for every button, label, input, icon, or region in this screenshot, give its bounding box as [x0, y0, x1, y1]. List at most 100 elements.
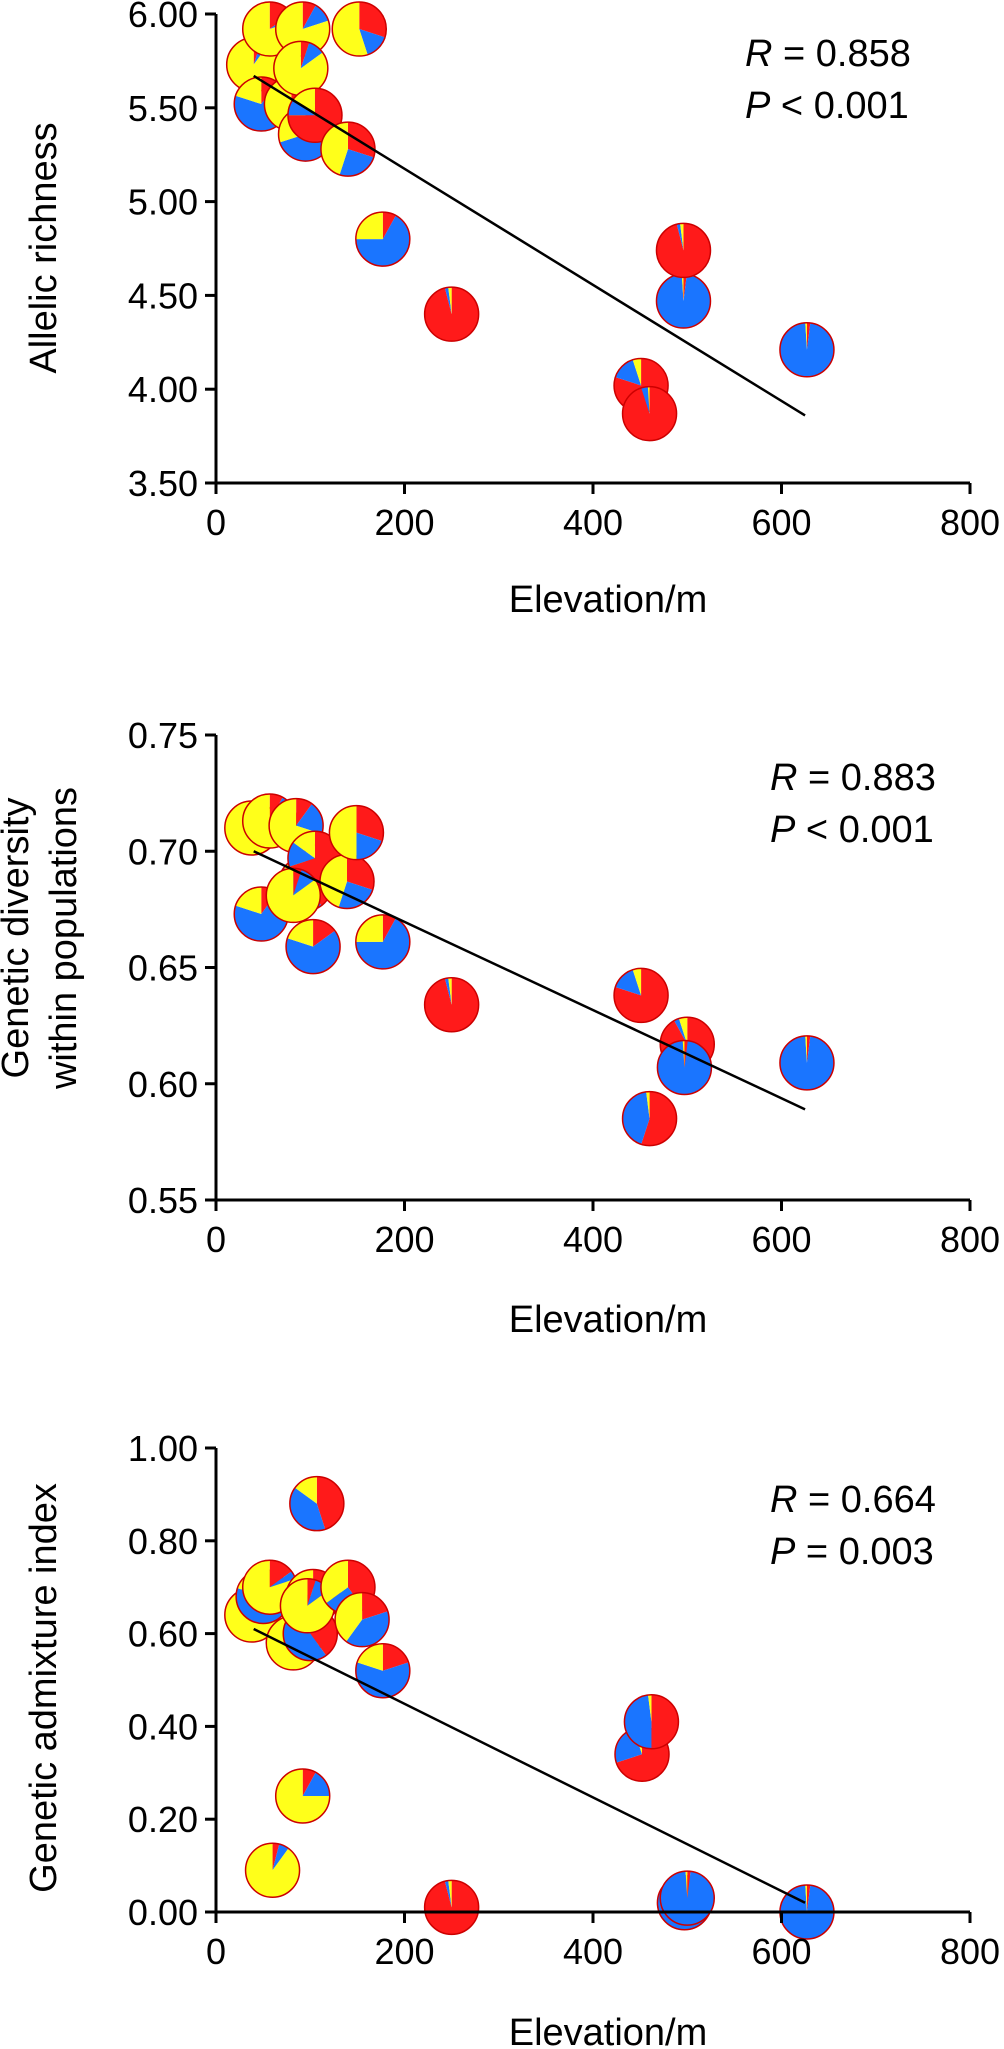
y-tick-label: 1.00 — [128, 1428, 198, 1469]
pie-slice-blue — [355, 1662, 410, 1698]
y-tick-label: 4.00 — [128, 369, 198, 410]
pie-slice-red — [641, 1091, 677, 1146]
y-axis-title: Allelic richness — [23, 122, 65, 373]
y-tick-label: 0.60 — [128, 1614, 198, 1655]
y-tick-label: 5.50 — [128, 88, 198, 129]
pie-slice-red — [300, 41, 310, 69]
pie-outline — [423, 286, 480, 342]
stat-p: P < 0.001 — [770, 809, 934, 851]
x-tick-label: 600 — [751, 502, 811, 543]
x-axis-title: Elevation/m — [509, 2012, 708, 2049]
pie-slice-red — [622, 386, 677, 441]
pie-slice-yellow — [332, 2, 368, 57]
pie-slice-blue — [272, 1844, 289, 1871]
pie-slice-yellow — [805, 1035, 807, 1063]
axes: 0 200 400 600 800 0.55 0.60 0.65 0.70 0.75 — [128, 715, 1000, 1260]
pie-markers — [224, 1475, 835, 1940]
x-tick-label: 800 — [940, 1931, 1000, 1972]
regression-line — [253, 74, 806, 417]
pie-slice-red — [356, 805, 384, 841]
stat-r: R = 0.883 — [770, 757, 936, 799]
pie-point — [423, 286, 480, 342]
pie-point — [285, 918, 341, 975]
pie-slice-yellow — [273, 41, 328, 96]
pie-slice-blue — [657, 1040, 712, 1095]
stat-r: R = 0.664 — [770, 1479, 936, 1521]
pie-point — [320, 121, 376, 177]
pie-slice-red — [806, 322, 811, 350]
pie-slice-red — [806, 1885, 811, 1912]
pie-slice-yellow — [293, 88, 315, 116]
pie-slice-blue — [296, 803, 324, 835]
pie-point — [655, 222, 712, 279]
pie-slice-blue — [289, 1487, 326, 1531]
pie-outline — [334, 1591, 390, 1648]
pie-slice-blue — [779, 322, 834, 377]
pie-outline — [244, 1842, 301, 1898]
y-axis-title-line-2: within populations — [43, 787, 85, 1090]
pie-outline — [423, 1879, 480, 1936]
pie-slice-red — [302, 1769, 316, 1796]
pie-slice-red — [362, 1592, 388, 1620]
x-tick-label: 600 — [751, 1219, 811, 1260]
pie-point — [287, 87, 343, 144]
pie-outline — [623, 1694, 680, 1750]
pie-slice-yellow — [320, 122, 348, 175]
pie-point — [779, 1035, 835, 1091]
pie-point — [355, 1642, 411, 1699]
pie-slice-red — [307, 1578, 316, 1606]
x-tick-label: 400 — [563, 502, 623, 543]
pie-slice-yellow — [275, 2, 330, 57]
pie-slice-yellow — [678, 1017, 688, 1045]
pie-slice-yellow — [235, 77, 262, 105]
pie-slice-yellow — [320, 854, 348, 908]
pie-slice-yellow — [357, 1643, 383, 1671]
axes: 0 200 400 600 800 3.50 4.00 4.50 5.00 5.50 6.00 — [128, 0, 1000, 543]
pie-slice-blue — [779, 1035, 834, 1090]
x-tick-label: 0 — [206, 502, 226, 543]
y-tick-label: 0.55 — [128, 1180, 198, 1221]
pie-slice-yellow — [280, 1578, 335, 1633]
pie-slice-blue — [359, 29, 385, 55]
y-tick-label: 0.60 — [128, 1064, 198, 1105]
pie-slice-yellow — [685, 1871, 688, 1899]
pie-slice-blue — [444, 287, 452, 315]
pie-slice-yellow — [681, 274, 684, 302]
pie-outline — [621, 1090, 678, 1147]
pie-slice-blue — [622, 1091, 650, 1145]
pie-slice-red — [296, 798, 312, 826]
x-tick-label: 200 — [374, 1931, 434, 1972]
x-tick-label: 0 — [206, 1931, 226, 1972]
pie-slice-red — [687, 1871, 691, 1899]
pie-point — [621, 1090, 678, 1147]
pie-slice-yellow — [680, 223, 684, 251]
pie-point — [656, 1039, 713, 1096]
pie-outline — [285, 918, 341, 975]
pie-outline — [274, 1768, 331, 1824]
pie-point — [244, 1842, 301, 1898]
pie-slice-yellow — [648, 1694, 652, 1722]
pie-slice-blue — [656, 274, 711, 329]
x-tick-label: 400 — [563, 1219, 623, 1260]
x-tick-label: 0 — [206, 1219, 226, 1260]
pie-slice-blue — [356, 832, 383, 860]
pie-outline — [656, 1039, 713, 1096]
pie-point — [334, 1591, 390, 1648]
x-tick-label: 200 — [374, 1219, 434, 1260]
pie-markers — [224, 793, 835, 1147]
pie-slice-blue — [286, 930, 341, 974]
pie-slice-yellow — [245, 1843, 300, 1898]
pie-slice-blue — [287, 842, 315, 867]
pie-slice-blue — [676, 223, 684, 251]
y-tick-label: 6.00 — [128, 0, 198, 35]
pie-slice-blue — [624, 1694, 652, 1749]
pie-slice-yellow — [335, 1592, 363, 1642]
pie-slice-yellow — [320, 1560, 348, 1604]
pie-slice-yellow — [266, 868, 321, 923]
pie-point — [355, 211, 411, 267]
panel-genetic-admixture: 0 200 400 600 800 0.00 0.20 0.40 0.60 0.80 1.00 El… — [23, 1428, 1000, 2049]
y-tick-label: 0.70 — [128, 831, 198, 872]
pie-point — [274, 1768, 331, 1824]
pie-slice-yellow — [448, 287, 452, 315]
